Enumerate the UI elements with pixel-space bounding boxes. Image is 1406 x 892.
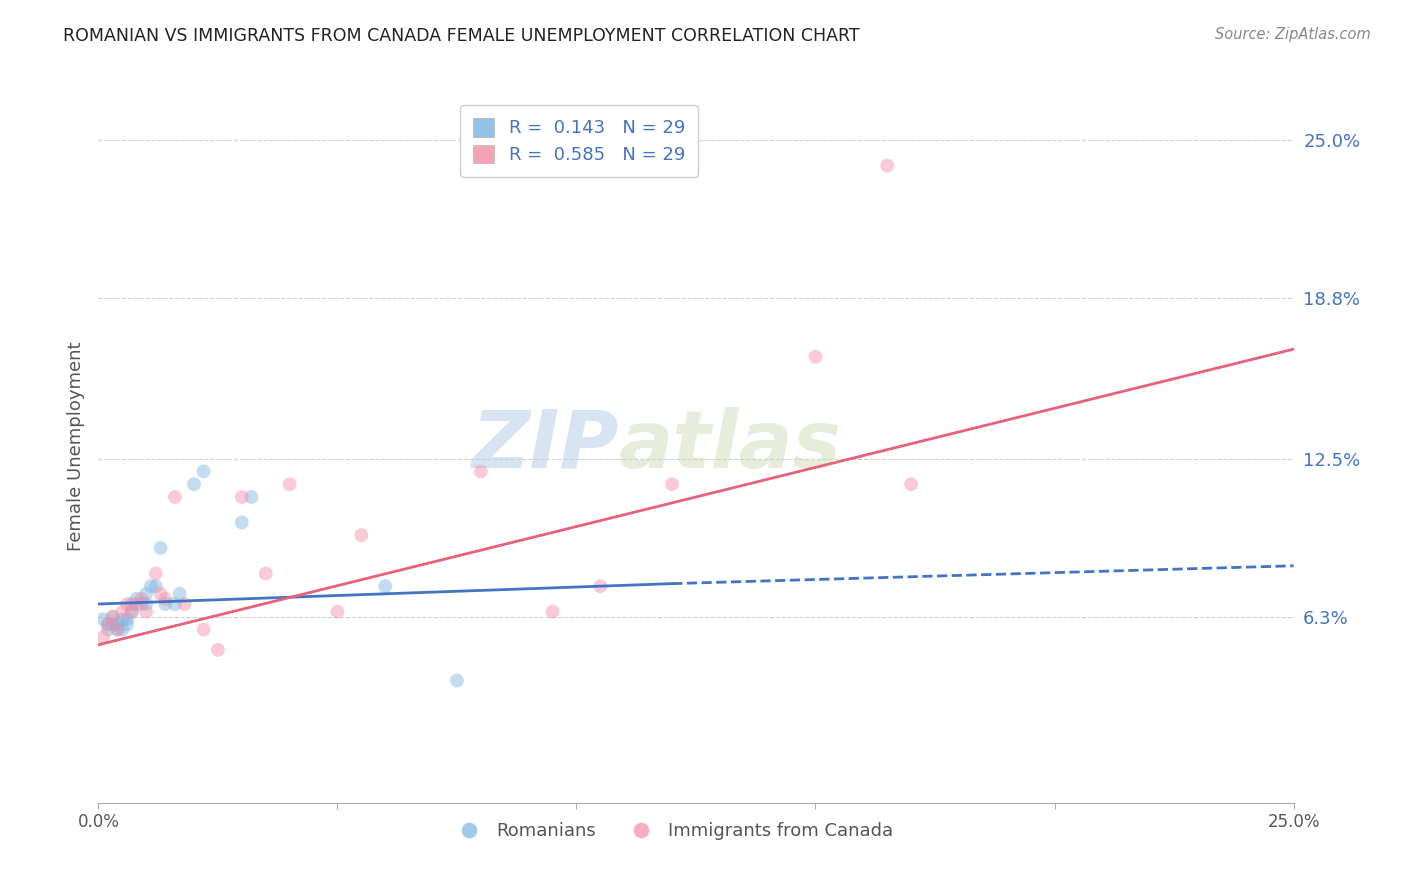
Point <box>446 673 468 688</box>
Point <box>107 623 129 637</box>
Point <box>121 597 143 611</box>
Point <box>193 465 215 479</box>
Point <box>107 617 129 632</box>
Text: Source: ZipAtlas.com: Source: ZipAtlas.com <box>1215 27 1371 42</box>
Point <box>173 597 195 611</box>
Point <box>231 516 253 530</box>
Point <box>350 528 373 542</box>
Text: ROMANIAN VS IMMIGRANTS FROM CANADA FEMALE UNEMPLOYMENT CORRELATION CHART: ROMANIAN VS IMMIGRANTS FROM CANADA FEMAL… <box>63 27 860 45</box>
Point <box>115 617 138 632</box>
Point <box>121 605 143 619</box>
Point <box>97 617 120 632</box>
Point <box>163 490 186 504</box>
Point <box>155 591 177 606</box>
Point <box>107 623 129 637</box>
Point <box>91 630 114 644</box>
Point <box>240 490 263 504</box>
Point <box>111 623 134 637</box>
Point <box>804 350 827 364</box>
Point <box>91 612 114 626</box>
Point <box>121 605 143 619</box>
Point <box>139 579 162 593</box>
Point <box>149 587 172 601</box>
Point <box>876 159 898 173</box>
Point <box>125 591 148 606</box>
Point <box>115 612 138 626</box>
Point <box>115 597 138 611</box>
Point <box>326 605 349 619</box>
Point <box>131 597 153 611</box>
Point <box>101 617 124 632</box>
Legend: Romanians, Immigrants from Canada: Romanians, Immigrants from Canada <box>444 815 900 847</box>
Point <box>278 477 301 491</box>
Point <box>155 597 177 611</box>
Point <box>145 579 167 593</box>
Point <box>97 623 120 637</box>
Point <box>135 605 157 619</box>
Y-axis label: Female Unemployment: Female Unemployment <box>66 342 84 550</box>
Point <box>374 579 396 593</box>
Point <box>135 587 157 601</box>
Point <box>97 617 120 632</box>
Point <box>111 612 134 626</box>
Point <box>589 579 612 593</box>
Point <box>231 490 253 504</box>
Point <box>163 597 186 611</box>
Point <box>541 605 564 619</box>
Point <box>169 587 191 601</box>
Point <box>254 566 277 581</box>
Point <box>125 597 148 611</box>
Point <box>183 477 205 491</box>
Point <box>470 465 492 479</box>
Point <box>145 566 167 581</box>
Point <box>900 477 922 491</box>
Point <box>101 609 124 624</box>
Point <box>661 477 683 491</box>
Point <box>101 609 124 624</box>
Point <box>131 591 153 606</box>
Point <box>135 597 157 611</box>
Text: ZIP: ZIP <box>471 407 619 485</box>
Point <box>149 541 172 555</box>
Point <box>111 605 134 619</box>
Text: atlas: atlas <box>619 407 841 485</box>
Point <box>193 623 215 637</box>
Point <box>207 643 229 657</box>
